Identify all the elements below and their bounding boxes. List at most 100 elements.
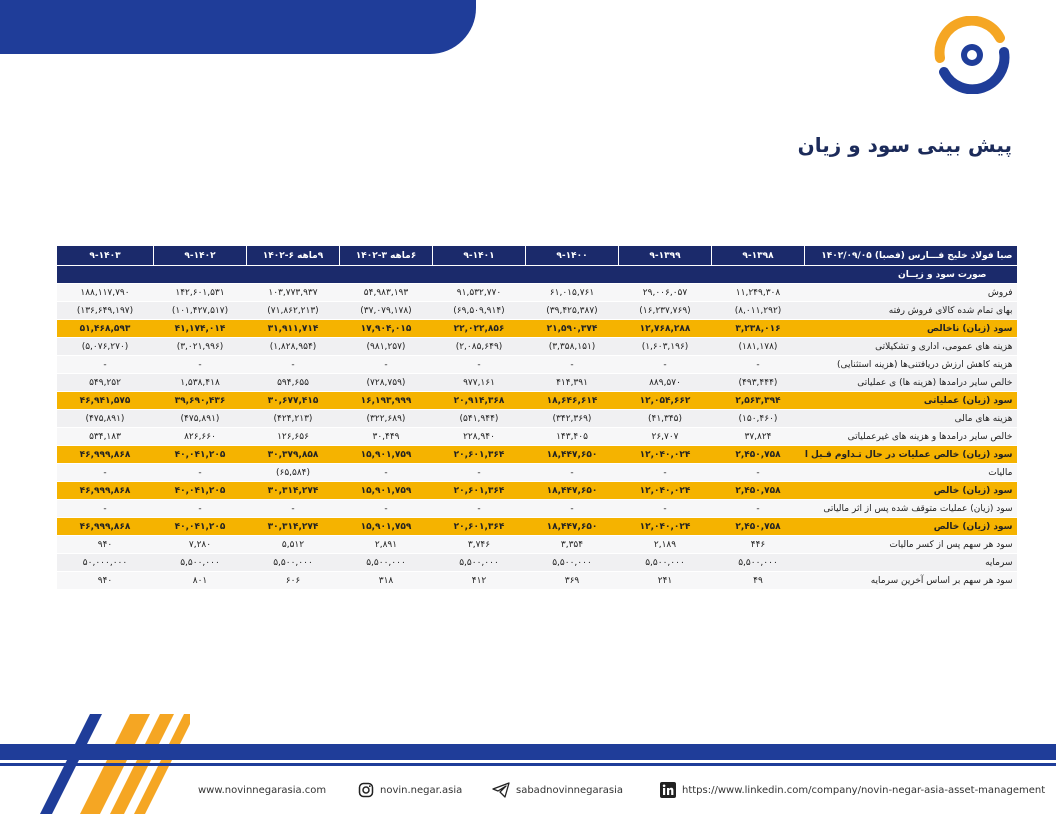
cell-value: ۳۰,۳۱۴,۲۷۴ [246, 481, 340, 500]
table-header-row: صبا فولاد خلیج فـــارس (فصبا) ۱۴۰۲/۰۹/۰۵… [56, 246, 1017, 266]
cell-value: (۴۹۳,۴۴۴) [711, 373, 805, 392]
table-row: سود (زیان) خالص ۲,۴۵۰,۷۵۸ ۱۲,۰۴۰,۰۲۴ ۱۸,۴۴۷… [56, 481, 1017, 500]
cell-value: ۵,۵۱۲ [246, 535, 340, 554]
cell-value: - [56, 355, 154, 374]
cell-value: ۱۲,۰۵۴,۶۶۲ [618, 391, 712, 410]
cell-value: ۵,۵۰۰,۰۰۰ [153, 553, 247, 572]
row-label: سود (زیان) خالص [804, 481, 1017, 500]
telegram-handle[interactable]: sabadnovinnegarasia [516, 784, 623, 796]
cell-value: (۴۲۴,۲۱۳) [246, 409, 340, 428]
cell-value: (۴۷۵,۸۹۱) [56, 409, 154, 428]
company-logo [934, 16, 1010, 94]
cell-value: ۳۶۹ [525, 571, 619, 590]
cell-value: ۲۰,۶۰۱,۳۶۴ [432, 445, 526, 464]
row-label: بهای تمام شده کالای فروش رفته [804, 301, 1017, 320]
row-label: سود (زیان) عملیات متوقف شده پس از اثر ما… [804, 499, 1017, 518]
cell-value: ۲۰,۹۱۴,۳۶۸ [432, 391, 526, 410]
cell-value: - [525, 499, 619, 518]
section-row: صورت سود و زیــان [56, 265, 1017, 284]
cell-value: ۵,۵۰۰,۰۰۰ [618, 553, 712, 572]
cell-value: ۹۴۰ [56, 571, 154, 590]
cell-value: ۱۸,۶۴۶,۶۱۴ [525, 391, 619, 410]
cell-value: ۲۴۱ [618, 571, 712, 590]
row-label: هزینه های عمومی، اداری و تشکیلاتی [804, 337, 1017, 356]
cell-value: ۴۱,۱۷۴,۰۱۴ [153, 319, 247, 338]
cell-value: (۳۹,۴۲۵,۳۸۷) [525, 301, 619, 320]
cell-value: ۹۷۷,۱۶۱ [432, 373, 526, 392]
row-label: هزینه کاهش ارزش دریافتنی‌ها (هزینه استثن… [804, 355, 1017, 374]
cell-value: ۲۰,۶۰۱,۳۶۴ [432, 517, 526, 536]
website-link[interactable]: www.novinnegarasia.com [198, 784, 327, 796]
footer-website[interactable]: www.novinnegarasia.com [198, 780, 326, 800]
table-row: سود (زیان) عملیاتی ۲,۵۶۳,۳۹۴ ۱۲,۰۵۴,۶۶۲ ۱۸,… [56, 391, 1017, 410]
instagram-icon [358, 782, 374, 798]
instagram-handle[interactable]: novin.negar.asia [380, 784, 463, 796]
table-row: خالص سایر درامدها (هزینه ها) ی عملیاتی (۴… [56, 373, 1017, 392]
column-header: ۹-۱۳۹۹ [618, 246, 712, 266]
cell-value: ۳۰,۳۱۴,۲۷۴ [246, 517, 340, 536]
cell-value: ۳۱۸ [339, 571, 433, 590]
footer-telegram[interactable]: sabadnovinnegarasia [492, 780, 623, 800]
column-header: ۹-۱۴۰۰ [525, 246, 619, 266]
cell-value: (۴۷۵,۸۹۱) [153, 409, 247, 428]
cell-value: - [525, 463, 619, 482]
cell-value: ۳۰,۳۷۹,۸۵۸ [246, 445, 340, 464]
cell-value: ۵,۵۰۰,۰۰۰ [246, 553, 340, 572]
cell-value: (۵,۰۷۶,۲۷۰) [56, 337, 154, 356]
cell-value: ۱۸۸,۱۱۷,۷۹۰ [56, 283, 154, 302]
row-label: سود (زیان) ناخالص [804, 319, 1017, 338]
cell-value: ۴۰,۰۴۱,۲۰۵ [153, 481, 247, 500]
cell-value: (۲,۰۸۵,۶۴۹) [432, 337, 526, 356]
column-header: ۹-۱۴۰۳ [56, 246, 154, 266]
cell-value: ۳۰,۴۴۹ [339, 427, 433, 446]
cell-value: ۳۹,۶۹۰,۴۳۶ [153, 391, 247, 410]
table-row: فروش ۱۱,۲۴۹,۳۰۸ ۲۹,۰۰۶,۰۵۷ ۶۱,۰۱۵,۷۶۱ ۹۱,۵۳۲… [56, 283, 1017, 302]
row-label: مالیات [804, 463, 1017, 482]
table-row: هزینه های عمومی، اداری و تشکیلاتی (۱۸۱,۱۷… [56, 337, 1017, 356]
cell-value: ۴۱۲ [432, 571, 526, 590]
cell-value: ۵۰,۰۰۰,۰۰۰ [56, 553, 154, 572]
cell-value: ۵۳۴,۱۸۳ [56, 427, 154, 446]
footer-linkedin[interactable]: https://www.linkedin.com/company/novin-n… [660, 780, 1045, 800]
cell-value: ۱۲,۰۴۰,۰۲۴ [618, 517, 712, 536]
cell-value: - [711, 463, 805, 482]
table-row: هزینه های مالی (۱۵۰,۴۶۰) (۴۱,۳۴۵) (۳۴۲,۳۶۹)… [56, 409, 1017, 428]
cell-value: ۴۴۶ [711, 535, 805, 554]
column-header: ۹-۱۴۰۱ [432, 246, 526, 266]
cell-value: ۴۶,۹۹۹,۸۶۸ [56, 517, 154, 536]
footer-instagram[interactable]: novin.negar.asia [358, 780, 462, 800]
cell-value: (۹۸۱,۲۵۷) [339, 337, 433, 356]
cell-value: ۱۲,۷۶۸,۲۸۸ [618, 319, 712, 338]
cell-value: - [432, 463, 526, 482]
cell-value: ۲,۸۹۱ [339, 535, 433, 554]
cell-value: ۳۱,۹۱۱,۷۱۴ [246, 319, 340, 338]
cell-value: ۶۱,۰۱۵,۷۶۱ [525, 283, 619, 302]
linkedin-url[interactable]: https://www.linkedin.com/company/novin-n… [682, 784, 1046, 796]
cell-value: ۲,۵۶۳,۳۹۴ [711, 391, 805, 410]
cell-value: ۵,۵۰۰,۰۰۰ [432, 553, 526, 572]
footer-line [0, 763, 1056, 766]
cell-value: - [432, 355, 526, 374]
cell-value: ۳,۷۴۶ [432, 535, 526, 554]
cell-value: (۱,۸۲۸,۹۵۴) [246, 337, 340, 356]
cell-value: ۹۴۰ [56, 535, 154, 554]
cell-value: - [246, 355, 340, 374]
table-row: سود (زیان) ناخالص ۳,۲۳۸,۰۱۶ ۱۲,۷۶۸,۲۸۸ ۲۱,۵… [56, 319, 1017, 338]
cell-value: - [711, 499, 805, 518]
cell-value: - [525, 355, 619, 374]
cell-value: (۱۶,۲۳۷,۷۶۹) [618, 301, 712, 320]
row-label: هزینه های مالی [804, 409, 1017, 428]
row-label: سود هر سهم بر اساس آخرین سرمایه [804, 571, 1017, 590]
cell-value: ۱۴۲,۶۰۱,۵۳۱ [153, 283, 247, 302]
table-row: مالیات - - - - - (۶۵,۵۸۴) - - [56, 463, 1017, 482]
cell-value: - [432, 499, 526, 518]
cell-value: (۴۱,۳۴۵) [618, 409, 712, 428]
cell-value: ۱۲,۰۴۰,۰۲۴ [618, 445, 712, 464]
cell-value: - [711, 355, 805, 374]
cell-value: - [56, 463, 154, 482]
cell-value: - [153, 355, 247, 374]
cell-value: ۱۶,۱۹۳,۹۹۹ [339, 391, 433, 410]
cell-value: - [339, 355, 433, 374]
cell-value: ۴۰,۰۴۱,۲۰۵ [153, 445, 247, 464]
cell-value: - [618, 463, 712, 482]
